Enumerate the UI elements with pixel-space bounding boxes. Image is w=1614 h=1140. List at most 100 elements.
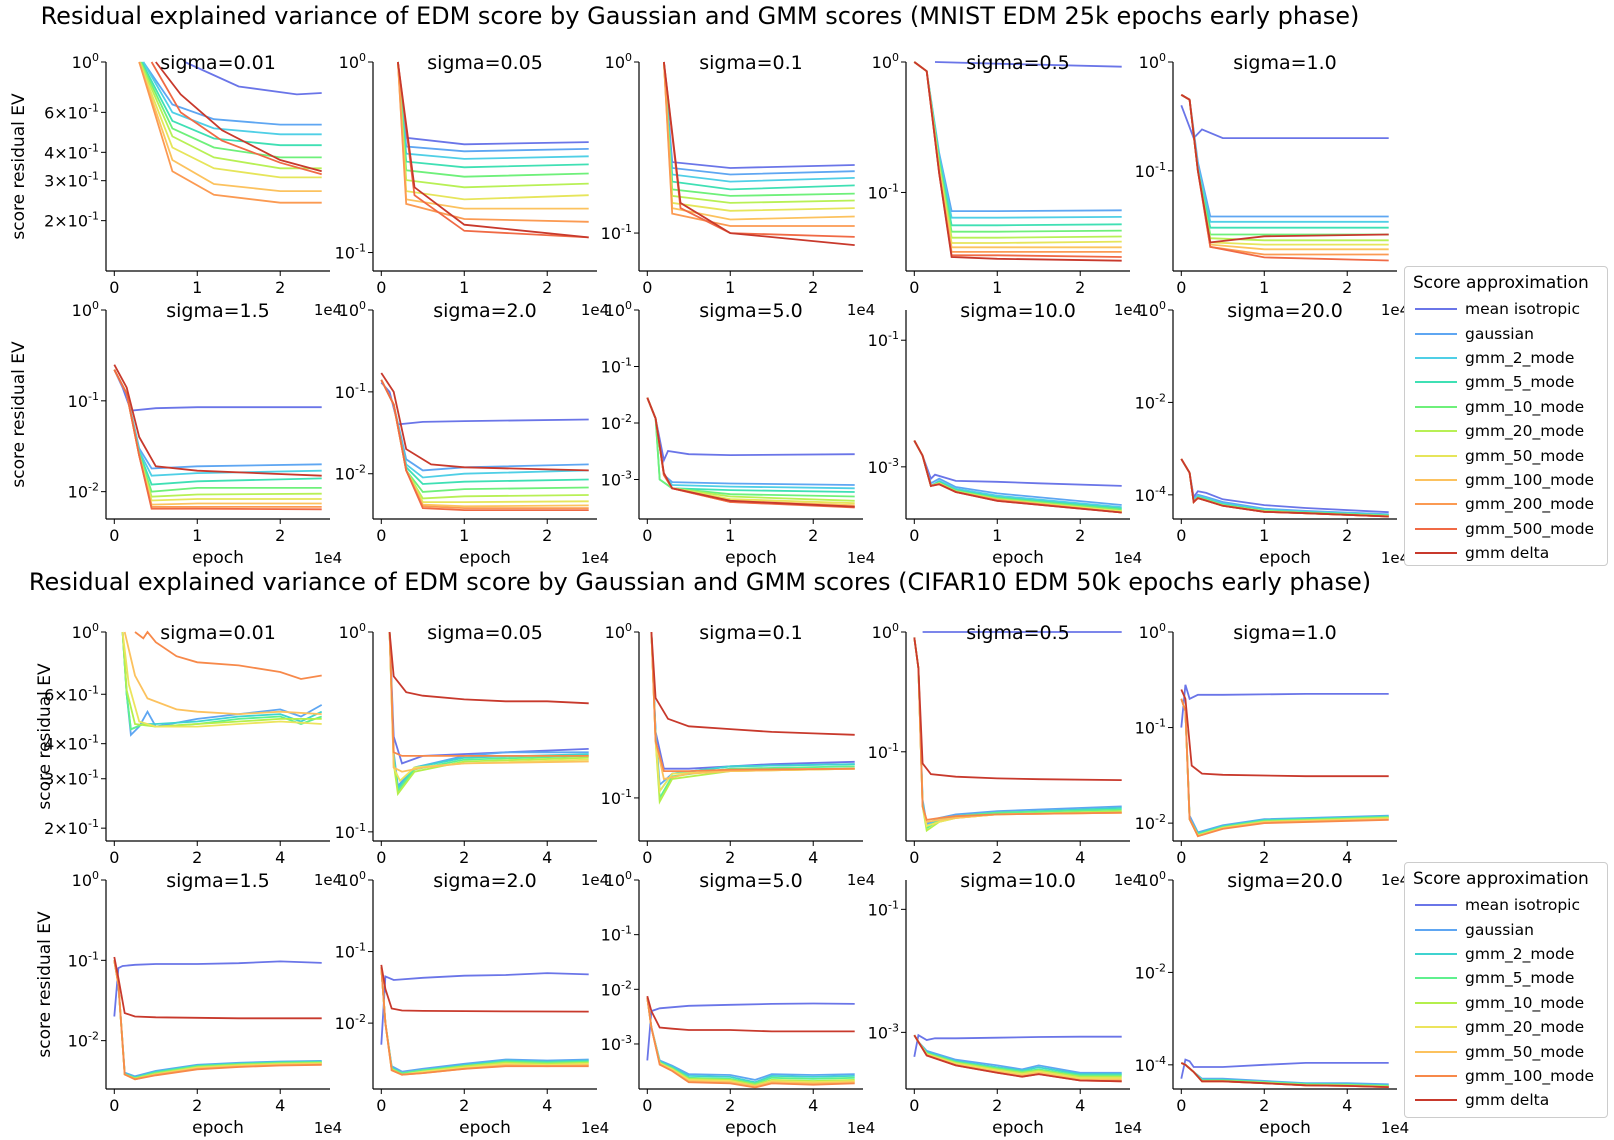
series-line: [134, 630, 322, 680]
series-line: [388, 631, 589, 705]
series-line: [1180, 94, 1389, 244]
x-tick-label: 0: [1176, 1096, 1186, 1115]
y-tick-label: 3×10-1: [44, 170, 99, 191]
series-line: [650, 631, 855, 736]
x-tick-label: 2: [275, 278, 285, 297]
legend-swatch: [1415, 925, 1457, 935]
series-line: [138, 61, 322, 204]
series-line: [663, 61, 855, 227]
y-tick-label: 10-1: [1135, 160, 1166, 181]
legend-label: gmm_100_mode: [1465, 470, 1595, 489]
series-line: [121, 631, 323, 731]
subplot-title: sigma=0.05: [427, 622, 543, 644]
x-tick-label: 0: [1176, 278, 1186, 297]
series-line: [380, 379, 589, 472]
x-tick-label: 1: [459, 526, 469, 545]
x-axis-label: epoch: [992, 1118, 1044, 1138]
subplot-title: sigma=5.0: [699, 300, 803, 322]
legend-label: gmm_500_mode: [1465, 519, 1595, 538]
y-tick-label: 10-1: [335, 941, 366, 962]
y-tick-label: 10-1: [868, 741, 899, 762]
legend-swatch: [1415, 998, 1457, 1008]
subplot: 0 1 2 1e4 100 10-1 10-2 sigma=2.0 epoch: [335, 299, 609, 568]
figure-title-cifar10: Residual explained variance of EDM score…: [28, 568, 1372, 596]
x-axis-label: epoch: [192, 1118, 244, 1138]
y-tick-label: 6×10-1: [44, 683, 99, 704]
series-line: [663, 61, 855, 246]
series-line: [388, 631, 589, 791]
series-line: [913, 1033, 1122, 1057]
y-axis-label: score residual EV: [35, 663, 55, 810]
legend-label: gmm_20_mode: [1465, 1018, 1585, 1037]
subplot-title: sigma=2.0: [433, 870, 537, 892]
series-line: [1180, 94, 1389, 256]
x-tick-label: 0: [376, 526, 386, 545]
legend-label: gmm_2_mode: [1465, 348, 1575, 367]
y-tick-label: 3×10-1: [44, 768, 99, 789]
legend-item: mean isotropic: [1411, 297, 1601, 321]
legend-item: gmm_200_mode: [1411, 492, 1601, 516]
series-line: [113, 960, 322, 1081]
legend-swatch: [1415, 548, 1457, 558]
y-tick-label: 10-1: [868, 329, 899, 350]
y-tick-label: 10-2: [68, 1030, 99, 1051]
x-multiplier: 1e4: [847, 549, 875, 567]
series-line: [913, 637, 1122, 828]
series-line: [913, 637, 1122, 781]
legend-swatch: [1415, 949, 1457, 959]
x-multiplier: 1e4: [1114, 871, 1142, 889]
legend-item: gmm_100_mode: [1411, 468, 1601, 492]
series-line: [1180, 458, 1389, 518]
y-tick-label: 10-1: [68, 949, 99, 970]
y-tick-label: 100: [339, 621, 366, 642]
legend-label: gmm_5_mode: [1465, 373, 1575, 392]
y-tick-label: 4×10-1: [44, 733, 99, 754]
legend-item: gmm_5_mode: [1411, 370, 1601, 394]
legend-items: mean isotropic gaussian gmm_2_mode gmm_5_mo…: [1411, 893, 1601, 1113]
x-axis-label: epoch: [725, 1118, 777, 1138]
subplot-title: sigma=2.0: [433, 300, 537, 322]
x-tick-label: 2: [1259, 1096, 1269, 1115]
series-line: [113, 369, 322, 412]
subplot: 0 1 2 1e4 100 10-1 sigma=0.5: [868, 51, 1142, 319]
y-tick-label: 10-2: [1135, 812, 1166, 833]
x-tick-label: 2: [725, 848, 735, 867]
series-line: [397, 61, 589, 201]
series-line: [1180, 94, 1389, 251]
subplot: 0 1 2 1e4 100 10-1 10-2 sigma=1.5 epoch score res…: [9, 299, 342, 568]
series-line: [142, 61, 322, 136]
x-axis-label: epoch: [725, 548, 777, 568]
x-tick-label: 0: [909, 848, 919, 867]
y-tick-label: 10-2: [601, 978, 632, 999]
subplot: 0 1 2 1e4 100 10-1 sigma=0.1: [601, 51, 875, 319]
series-line: [650, 631, 855, 805]
series-line: [113, 369, 322, 508]
legend-label: mean isotropic: [1465, 896, 1581, 915]
legend-item: gmm_20_mode: [1411, 1015, 1601, 1039]
x-tick-label: 0: [376, 1096, 386, 1115]
x-tick-label: 0: [642, 848, 652, 867]
series-line: [1180, 458, 1389, 518]
series-line: [913, 440, 1122, 511]
series-line: [380, 967, 589, 1075]
x-tick-label: 4: [1075, 1096, 1085, 1115]
x-multiplier: 1e4: [847, 301, 875, 319]
series-line: [646, 397, 855, 508]
subplot-title: sigma=0.01: [160, 52, 276, 74]
x-tick-label: 2: [459, 848, 469, 867]
series-line: [663, 61, 855, 169]
x-tick-label: 2: [192, 1096, 202, 1115]
x-multiplier: 1e4: [1114, 301, 1142, 319]
legend-swatch: [1415, 1071, 1457, 1081]
series-line: [380, 379, 589, 493]
x-tick-label: 0: [376, 848, 386, 867]
series-line: [646, 997, 855, 1086]
x-axis-label: epoch: [1259, 548, 1311, 568]
x-tick-label: 1: [725, 278, 735, 297]
x-tick-label: 1: [192, 278, 202, 297]
series-line: [1180, 698, 1389, 837]
legend-item: gmm_50_mode: [1411, 443, 1601, 467]
series-line: [1180, 698, 1389, 835]
series-line: [1180, 1062, 1389, 1088]
